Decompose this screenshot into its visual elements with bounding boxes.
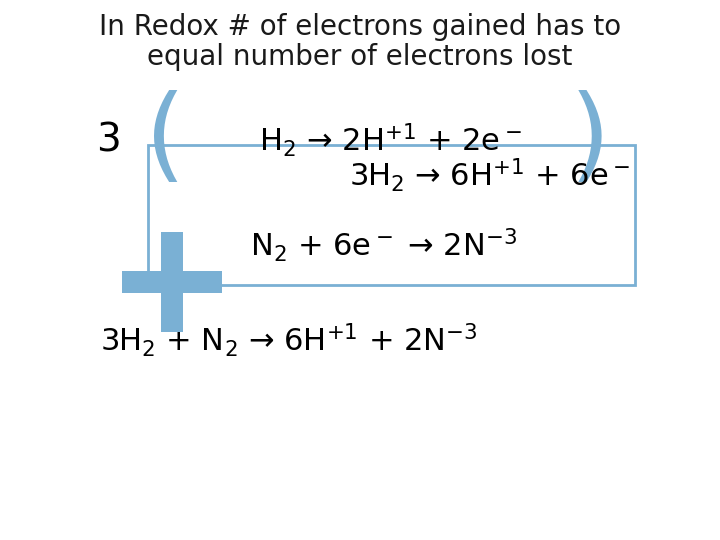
- FancyBboxPatch shape: [122, 271, 222, 293]
- Text: H$_2$ → 2H$^{+1}$ + 2e$^-$: H$_2$ → 2H$^{+1}$ + 2e$^-$: [258, 121, 521, 159]
- Text: equal number of electrons lost: equal number of electrons lost: [148, 43, 572, 71]
- Text: N$_2$ + 6e$^-$ → 2N$^{-3}$: N$_2$ + 6e$^-$ → 2N$^{-3}$: [250, 226, 517, 264]
- Text: (: (: [145, 90, 185, 191]
- Text: 3H$_2$ → 6H$^{+1}$ + 6e$^-$: 3H$_2$ → 6H$^{+1}$ + 6e$^-$: [349, 156, 630, 194]
- Text: In Redox # of electrons gained has to: In Redox # of electrons gained has to: [99, 13, 621, 41]
- FancyBboxPatch shape: [148, 145, 635, 285]
- Text: 3H$_2$ + N$_2$ → 6H$^{+1}$ + 2N$^{-3}$: 3H$_2$ + N$_2$ → 6H$^{+1}$ + 2N$^{-3}$: [100, 321, 477, 359]
- Text: 3: 3: [96, 121, 120, 159]
- Text: ): ): [570, 90, 611, 191]
- FancyBboxPatch shape: [161, 232, 183, 332]
